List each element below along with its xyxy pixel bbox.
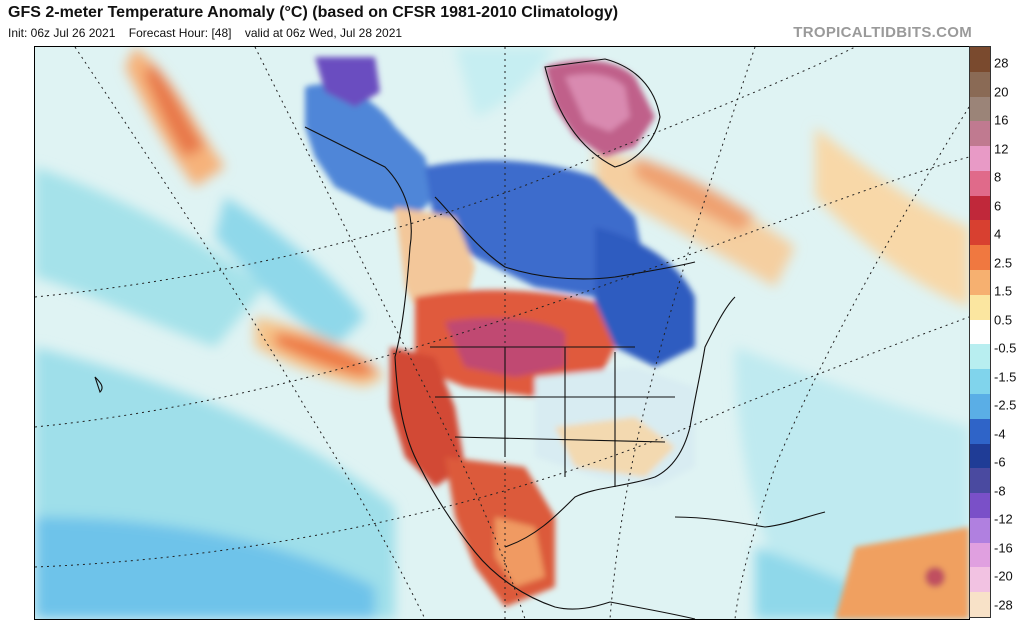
colorbar-tick-label: -20	[994, 568, 1013, 584]
colorbar	[969, 46, 991, 618]
colorbar-tick-label: 8	[994, 169, 1002, 185]
colorbar-swatch	[970, 344, 990, 370]
colorbar-swatch	[970, 294, 990, 320]
site-credit: TROPICALTIDBITS.COM	[793, 24, 972, 41]
valid-time: valid at 06z Wed, Jul 28 2021	[244, 26, 403, 40]
colorbar-swatch	[970, 319, 990, 345]
colorbar-tick-label: -8	[994, 483, 1006, 499]
forecast-hour: Forecast Hour: [48]	[128, 26, 232, 40]
colorbar-swatch	[970, 468, 990, 494]
anomaly-map	[34, 46, 970, 620]
colorbar-swatch	[970, 393, 990, 419]
colorbar-swatch	[970, 517, 990, 543]
colorbar-tick-label: 16	[994, 112, 1009, 128]
colorbar-tick-label: 4	[994, 226, 1002, 242]
colorbar-swatch	[970, 369, 990, 395]
init-time: Init: 06z Jul 26 2021	[8, 26, 116, 40]
colorbar-tick-label: 6	[994, 198, 1002, 214]
colorbar-tick-label: 2.5	[994, 255, 1013, 271]
run-info: Init: 06z Jul 26 2021 Forecast Hour: [48…	[8, 26, 412, 40]
colorbar-swatch	[970, 542, 990, 568]
colorbar-tick-label: -1.5	[994, 369, 1017, 385]
chart-title: GFS 2-meter Temperature Anomaly (°C) (ba…	[8, 4, 619, 21]
colorbar-swatch	[970, 443, 990, 469]
colorbar-swatch	[970, 418, 990, 444]
map-svg	[35, 47, 969, 619]
colorbar-swatch	[970, 96, 990, 122]
colorbar-swatch	[970, 146, 990, 172]
colorbar-tick-label: 0.5	[994, 312, 1013, 328]
colorbar-tick-label: -6	[994, 454, 1006, 470]
colorbar-swatch	[970, 245, 990, 271]
colorbar-swatch	[970, 121, 990, 147]
colorbar-tick-label: -4	[994, 426, 1006, 442]
graticule	[35, 47, 969, 619]
colorbar-swatch	[970, 195, 990, 221]
colorbar-swatch	[970, 567, 990, 593]
colorbar-tick-label: -28	[994, 597, 1013, 613]
colorbar-swatch	[970, 220, 990, 246]
colorbar-swatch	[970, 71, 990, 97]
colorbar-swatch	[970, 47, 990, 72]
colorbar-swatch	[970, 493, 990, 519]
colorbar-swatch	[970, 270, 990, 296]
colorbar-tick-label: 20	[994, 84, 1009, 100]
colorbar-tick-label: 12	[994, 141, 1009, 157]
colorbar-swatch	[970, 170, 990, 196]
colorbar-tick-label: 28	[994, 55, 1009, 71]
colorbar-tick-label: -16	[994, 540, 1013, 556]
ocean-anomaly-field	[35, 47, 969, 619]
colorbar-tick-label: -12	[994, 511, 1013, 527]
colorbar-tick-label: 1.5	[994, 283, 1013, 299]
colorbar-swatch	[970, 592, 990, 618]
coastlines	[94, 58, 826, 619]
colorbar-tick-label: -2.5	[994, 397, 1017, 413]
colorbar-tick-label: -0.5	[994, 340, 1017, 356]
land-anomaly-field	[305, 57, 969, 619]
